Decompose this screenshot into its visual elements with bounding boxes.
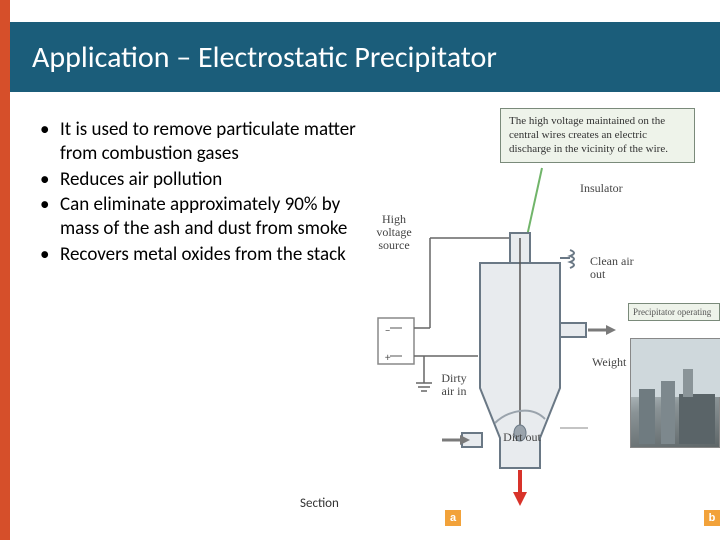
callout-box: The high voltage maintained on the centr… [500, 108, 695, 163]
marker-b: b [704, 510, 720, 526]
marker-a: a [445, 510, 461, 526]
section-label: Section [300, 496, 339, 511]
bullet-item: Recovers metal oxides from the stack [34, 243, 364, 267]
photo-caption: Precipitator operating [628, 303, 720, 321]
bullet-list: It is used to remove particulate matter … [34, 118, 364, 269]
title-band: Application – Electrostatic Precipitator [10, 22, 720, 92]
precipitator-photo [630, 338, 720, 448]
accent-bar [0, 0, 10, 540]
label-weight: Weight [592, 356, 626, 369]
bullet-item: It is used to remove particulate matter … [34, 118, 364, 166]
bullet-item: Reduces air pollution [34, 168, 364, 192]
svg-text:−: − [385, 324, 390, 337]
slide-title: Application – Electrostatic Precipitator [32, 39, 497, 76]
svg-text:+: + [385, 351, 391, 364]
label-hv-source: High voltage source [370, 213, 418, 253]
bullet-item: Can eliminate approximately 90% by mass … [34, 193, 364, 241]
label-dirt-out: Dirt out [492, 431, 552, 444]
label-clean-air: Clean air out [590, 255, 645, 281]
figure-area: The high voltage maintained on the centr… [370, 108, 720, 528]
label-dirty-air: Dirty air in [434, 372, 474, 398]
label-insulator: Insulator [580, 182, 623, 195]
